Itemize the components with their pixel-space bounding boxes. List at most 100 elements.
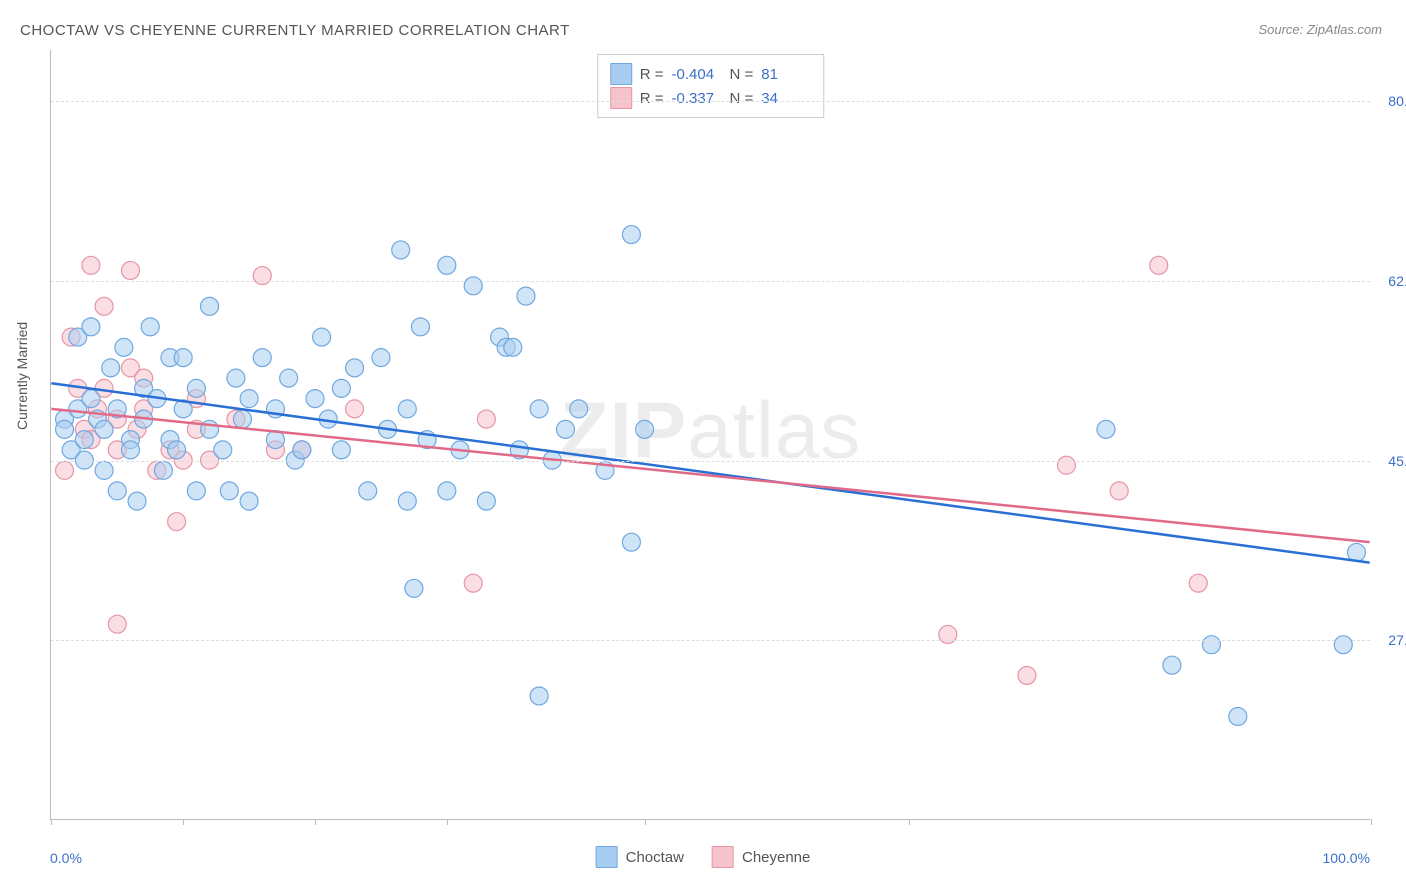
data-point: [306, 390, 324, 408]
data-point: [253, 349, 271, 367]
x-tick: [315, 819, 316, 825]
trend-line: [51, 409, 1369, 542]
legend-label-choctaw: Choctaw: [626, 849, 684, 866]
data-point: [280, 369, 298, 387]
data-point: [227, 369, 245, 387]
data-point: [477, 492, 495, 510]
data-point: [1163, 656, 1181, 674]
legend-item-choctaw: Choctaw: [596, 846, 684, 868]
data-point: [168, 513, 186, 531]
data-point: [128, 492, 146, 510]
legend-item-cheyenne: Cheyenne: [712, 846, 810, 868]
y-tick-label: 62.5%: [1388, 273, 1406, 289]
data-point: [332, 379, 350, 397]
data-point: [1150, 256, 1168, 274]
data-point: [141, 318, 159, 336]
x-tick: [447, 819, 448, 825]
data-point: [234, 410, 252, 428]
data-point: [1018, 666, 1036, 684]
data-point: [622, 226, 640, 244]
data-point: [332, 441, 350, 459]
data-point: [346, 400, 364, 418]
data-point: [95, 461, 113, 479]
data-point: [1229, 707, 1247, 725]
data-point: [240, 492, 258, 510]
source-attribution: Source: ZipAtlas.com: [1258, 22, 1382, 37]
data-point: [438, 482, 456, 500]
plot-area: ZIPatlas R = -0.404 N = 81 R = -0.337 N …: [50, 50, 1370, 820]
y-tick-label: 80.0%: [1388, 93, 1406, 109]
data-point: [1334, 636, 1352, 654]
gridline: [51, 101, 1370, 102]
chart-title: CHOCTAW VS CHEYENNE CURRENTLY MARRIED CO…: [20, 22, 570, 39]
data-point: [82, 390, 100, 408]
data-point: [293, 441, 311, 459]
x-axis-min-label: 0.0%: [50, 850, 82, 866]
data-point: [1057, 456, 1075, 474]
data-point: [530, 400, 548, 418]
data-point: [636, 420, 654, 438]
data-point: [220, 482, 238, 500]
legend-label-cheyenne: Cheyenne: [742, 849, 810, 866]
data-point: [477, 410, 495, 428]
data-point: [346, 359, 364, 377]
data-point: [187, 482, 205, 500]
x-tick: [909, 819, 910, 825]
data-point: [313, 328, 331, 346]
trend-line: [51, 383, 1369, 562]
data-point: [1110, 482, 1128, 500]
swatch-choctaw-icon: [596, 846, 618, 868]
y-axis-label: Currently Married: [14, 322, 30, 430]
data-point: [95, 297, 113, 315]
data-point: [504, 338, 522, 356]
data-point: [517, 287, 535, 305]
data-point: [411, 318, 429, 336]
data-point: [187, 379, 205, 397]
data-point: [154, 461, 172, 479]
data-point: [1347, 543, 1365, 561]
data-point: [108, 482, 126, 500]
x-tick: [1371, 819, 1372, 825]
x-tick: [183, 819, 184, 825]
data-point: [174, 349, 192, 367]
data-point: [56, 461, 74, 479]
swatch-cheyenne-icon: [712, 846, 734, 868]
data-point: [398, 400, 416, 418]
data-point: [1189, 574, 1207, 592]
data-point: [438, 256, 456, 274]
y-tick-label: 27.5%: [1388, 632, 1406, 648]
data-point: [95, 420, 113, 438]
data-point: [201, 297, 219, 315]
scatter-svg: [51, 50, 1370, 819]
data-point: [398, 492, 416, 510]
data-point: [405, 579, 423, 597]
y-tick-label: 45.0%: [1388, 453, 1406, 469]
legend-series: Choctaw Cheyenne: [596, 846, 811, 868]
data-point: [622, 533, 640, 551]
data-point: [82, 256, 100, 274]
data-point: [372, 349, 390, 367]
x-tick: [51, 819, 52, 825]
data-point: [102, 359, 120, 377]
data-point: [557, 420, 575, 438]
data-point: [168, 441, 186, 459]
source-label: Source:: [1258, 22, 1306, 37]
data-point: [121, 441, 139, 459]
x-tick: [645, 819, 646, 825]
data-point: [359, 482, 377, 500]
data-point: [82, 318, 100, 336]
gridline: [51, 281, 1370, 282]
data-point: [214, 441, 232, 459]
data-point: [1097, 420, 1115, 438]
data-point: [108, 615, 126, 633]
data-point: [240, 390, 258, 408]
data-point: [464, 277, 482, 295]
source-name: ZipAtlas.com: [1307, 22, 1382, 37]
gridline: [51, 640, 1370, 641]
data-point: [1202, 636, 1220, 654]
data-point: [570, 400, 588, 418]
data-point: [115, 338, 133, 356]
data-point: [75, 431, 93, 449]
data-point: [392, 241, 410, 259]
data-point: [464, 574, 482, 592]
